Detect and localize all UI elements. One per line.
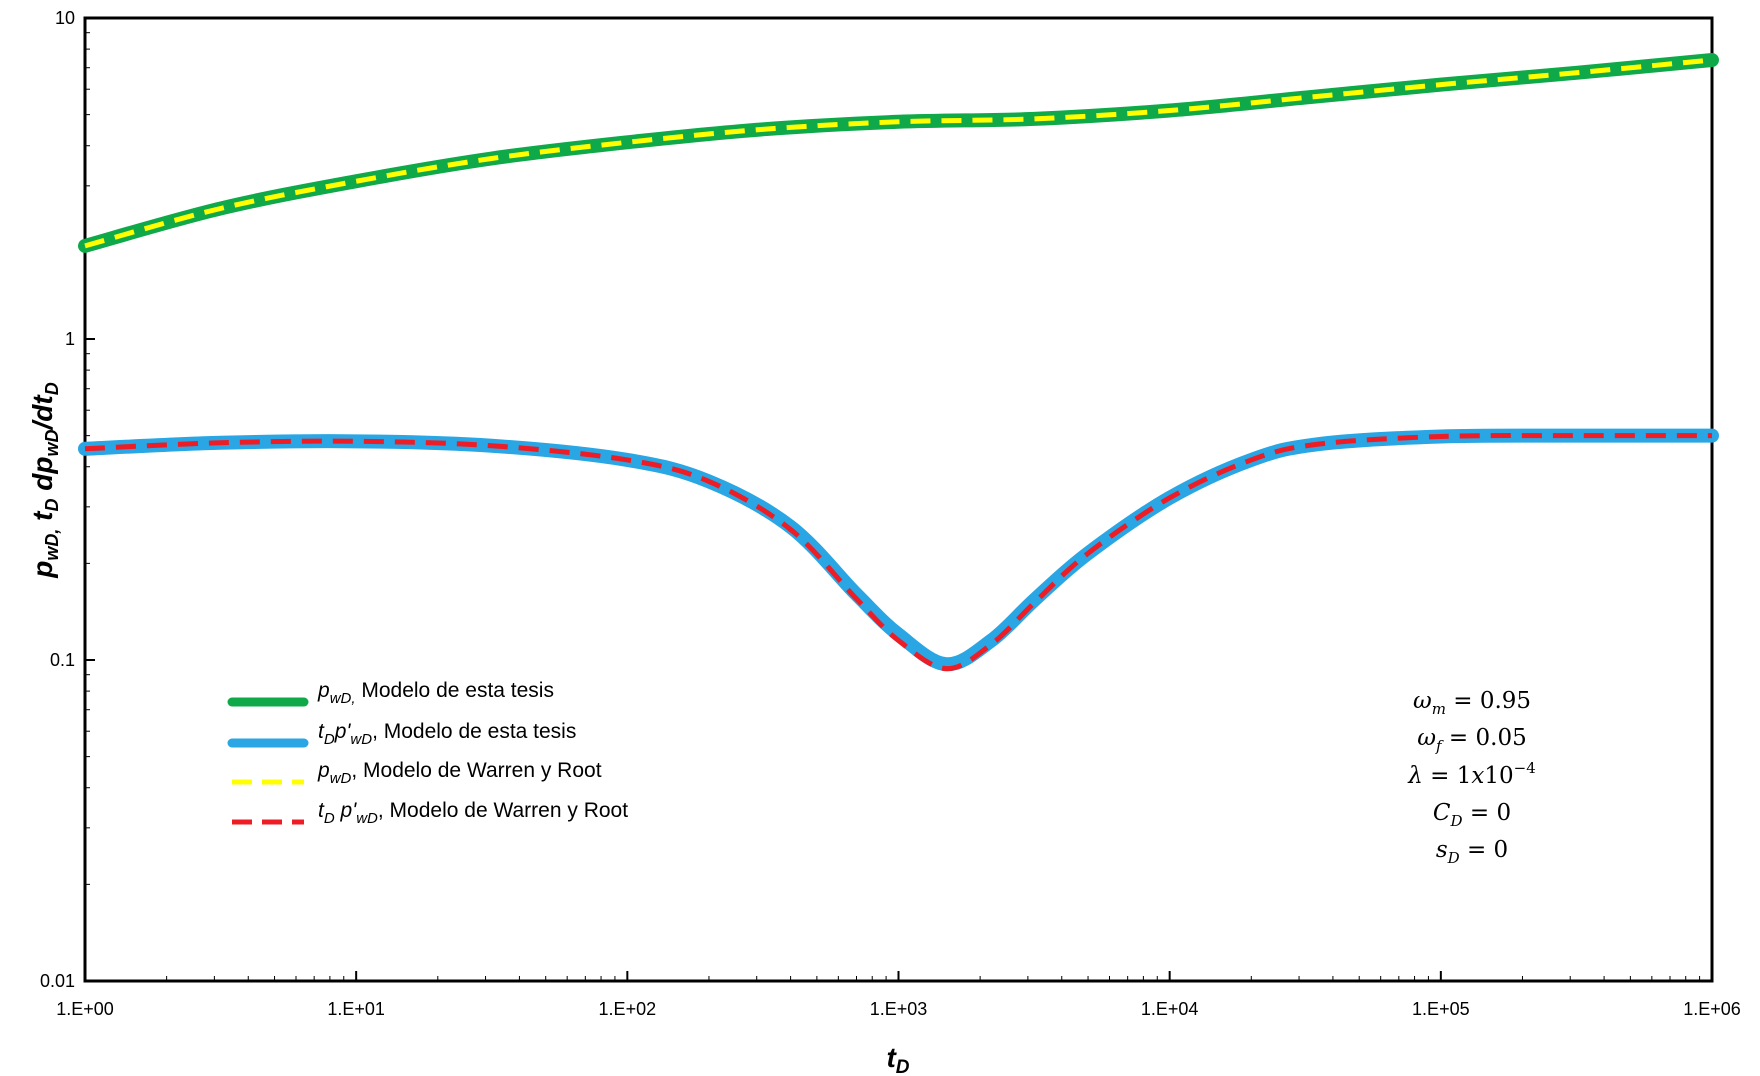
- legend-label-derivative-warren-root: tD p'wD, Modelo de Warren y Root: [318, 799, 628, 827]
- y-axis-title: pwD, tD dpwD/dtD: [27, 382, 62, 578]
- x-axis-title: tD: [886, 1042, 909, 1076]
- x-tick-label: 1.E+04: [1141, 999, 1199, 1019]
- legend: pwD, Modelo de esta tesis tDp'wD, Modelo…: [227, 679, 628, 827]
- legend-label-pwd-warren-root: pwD, Modelo de Warren y Root: [317, 759, 602, 787]
- x-tick-labels: 1.E+00 1.E+01 1.E+02 1.E+03 1.E+04 1.E+05 1.E+…: [56, 999, 1741, 1019]
- x-tick-label: 1.E+05: [1412, 999, 1470, 1019]
- param-cd: CD = 0: [1433, 800, 1511, 830]
- y-tick-label: 10: [55, 8, 75, 28]
- x-tick-label: 1.E+02: [599, 999, 657, 1019]
- x-tick-label: 1.E+03: [870, 999, 928, 1019]
- series-derivative-warren-root: [84, 433, 1713, 672]
- legend-label-derivative-thesis: tDp'wD, Modelo de esta tesis: [318, 720, 576, 748]
- param-omega-m: ωm = 0.95: [1413, 688, 1531, 718]
- series-layer: [78, 52, 1719, 672]
- y-tick-label: 0.1: [50, 650, 75, 670]
- x-tick-label: 1.E+01: [327, 999, 385, 1019]
- param-omega-f: ωf = 0.05: [1417, 725, 1526, 755]
- legend-label-pwd-thesis: pwD, Modelo de esta tesis: [317, 679, 554, 707]
- x-tick-label: 1.E+06: [1683, 999, 1741, 1019]
- y-tick-labels: 0.01 0.1 1 10: [40, 8, 75, 991]
- major-ticks: [84, 17, 1713, 982]
- y-tick-label: 0.01: [40, 971, 75, 991]
- series-pwd-warren-root: [84, 57, 1713, 249]
- y-tick-label: 1: [65, 329, 75, 349]
- minor-ticks: [85, 32, 1701, 981]
- param-sd: sD = 0: [1436, 837, 1508, 867]
- x-tick-label: 1.E+00: [56, 999, 114, 1019]
